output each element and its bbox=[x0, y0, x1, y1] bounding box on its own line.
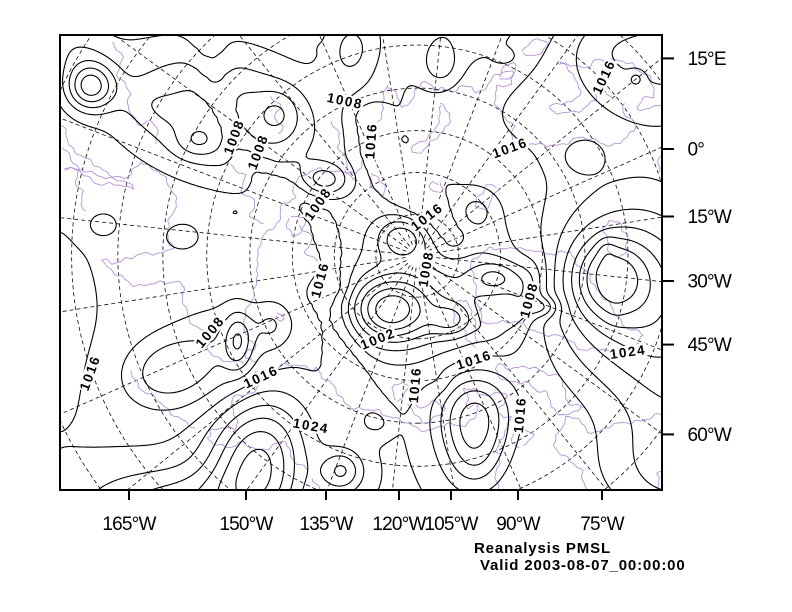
svg-text:15°W: 15°W bbox=[688, 207, 732, 228]
svg-text:60°W: 60°W bbox=[688, 425, 732, 446]
svg-text:1016: 1016 bbox=[77, 353, 104, 392]
svg-text:150°W: 150°W bbox=[219, 514, 273, 535]
svg-text:45°W: 45°W bbox=[688, 335, 732, 356]
svg-text:1016: 1016 bbox=[408, 200, 446, 234]
svg-text:1008: 1008 bbox=[517, 280, 541, 319]
svg-text:120°W: 120°W bbox=[372, 514, 426, 535]
svg-text:1016: 1016 bbox=[590, 57, 619, 96]
svg-text:0°: 0° bbox=[688, 140, 705, 161]
svg-text:75°W: 75°W bbox=[580, 514, 624, 535]
svg-text:135°W: 135°W bbox=[299, 514, 353, 535]
svg-text:15°E: 15°E bbox=[688, 49, 726, 70]
svg-text:1008: 1008 bbox=[245, 132, 272, 171]
svg-text:1016: 1016 bbox=[308, 260, 332, 299]
svg-text:1016: 1016 bbox=[362, 122, 380, 159]
svg-text:30°W: 30°W bbox=[688, 272, 732, 293]
svg-text:1024: 1024 bbox=[292, 415, 330, 436]
svg-text:105°W: 105°W bbox=[424, 514, 478, 535]
svg-text:1016: 1016 bbox=[511, 396, 529, 434]
svg-text:Reanalysis PMSL: Reanalysis PMSL bbox=[474, 540, 611, 557]
svg-text:1008: 1008 bbox=[415, 250, 436, 288]
svg-text:1016: 1016 bbox=[241, 363, 280, 392]
svg-text:1016: 1016 bbox=[490, 135, 529, 162]
svg-text:1008: 1008 bbox=[326, 90, 365, 112]
svg-text:90°W: 90°W bbox=[496, 514, 540, 535]
svg-text:Valid 2003-08-07_00:00:00: Valid 2003-08-07_00:00:00 bbox=[480, 557, 686, 574]
svg-text:165°W: 165°W bbox=[102, 514, 156, 535]
svg-text:1016: 1016 bbox=[454, 347, 493, 373]
svg-text:1016: 1016 bbox=[406, 366, 424, 404]
svg-text:1008: 1008 bbox=[221, 117, 248, 156]
svg-text:1008: 1008 bbox=[193, 313, 228, 351]
svg-text:1024: 1024 bbox=[609, 342, 647, 362]
